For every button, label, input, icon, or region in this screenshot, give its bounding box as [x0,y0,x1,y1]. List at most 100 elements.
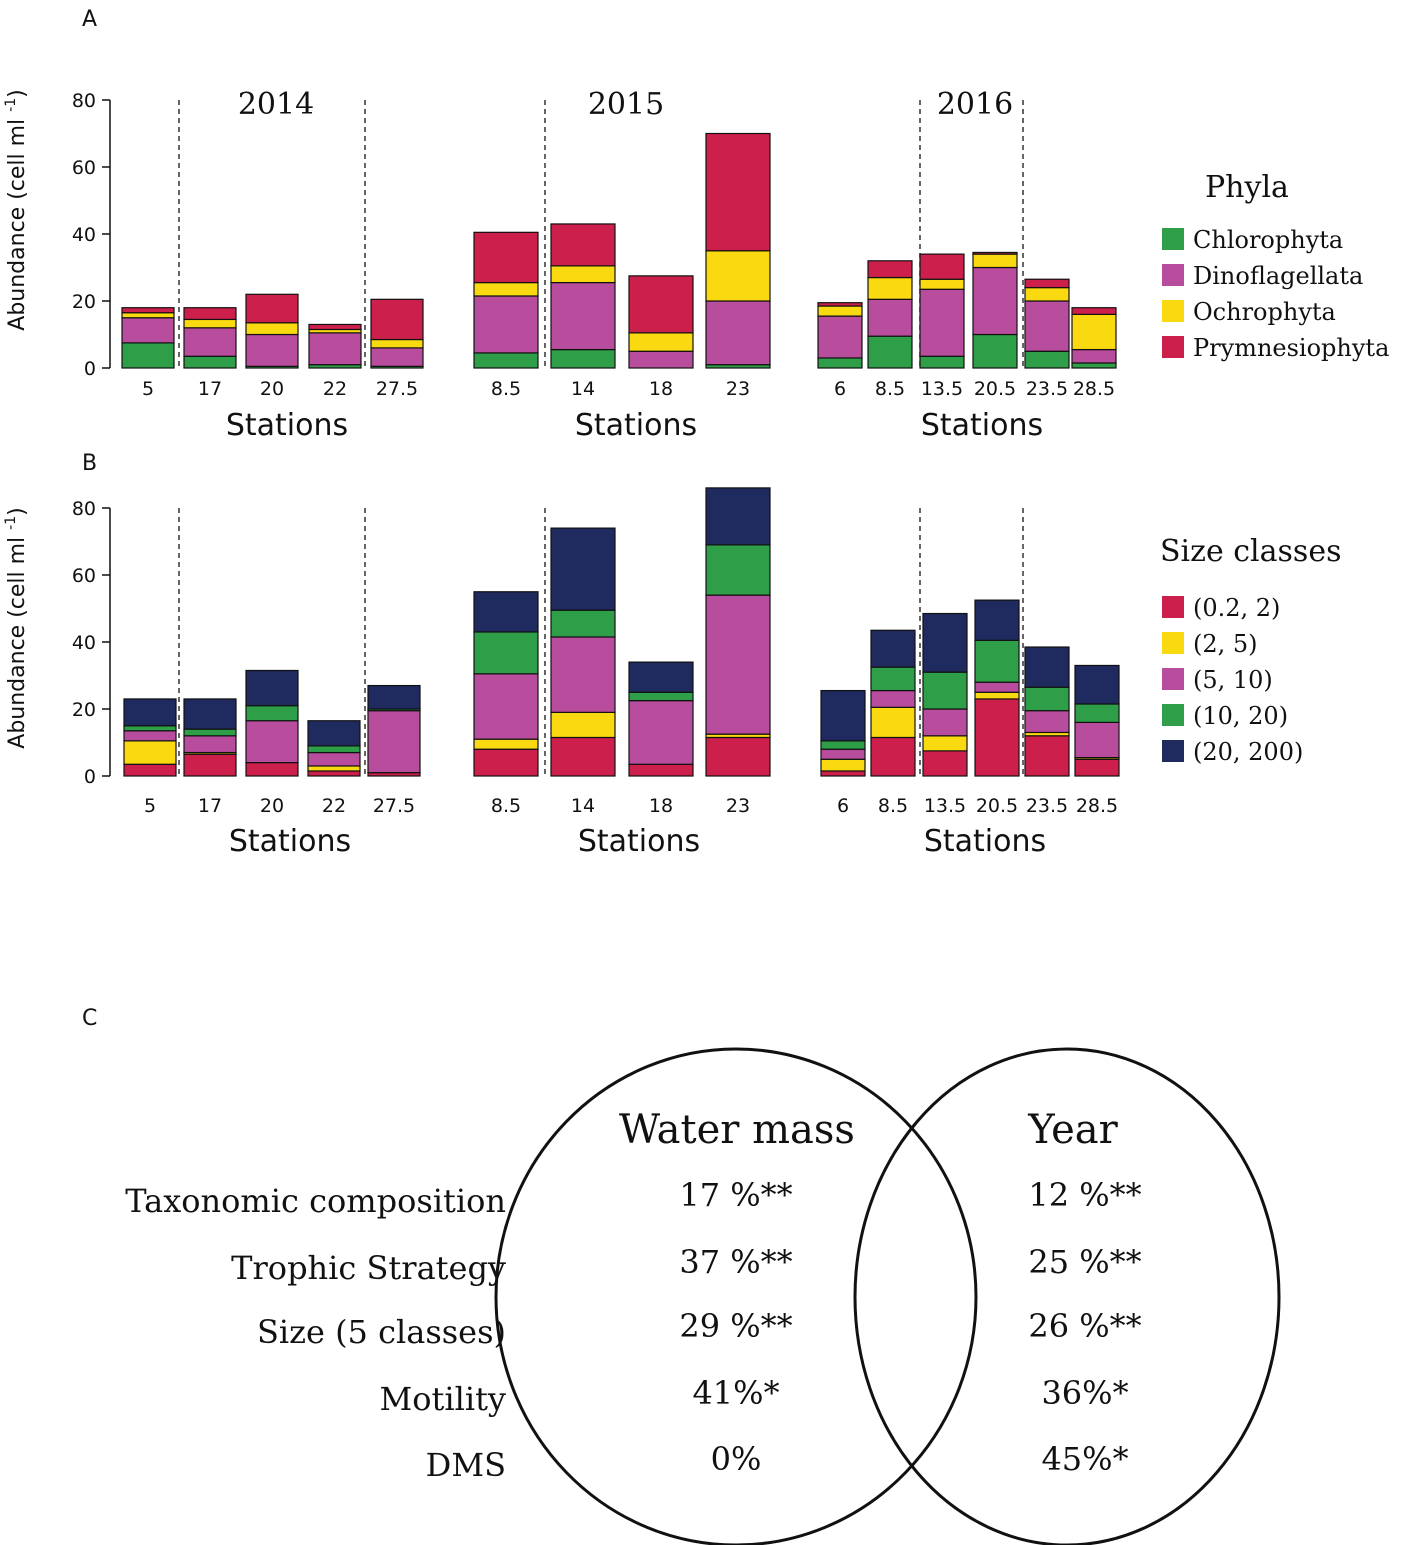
bar-segment-dinoflagellata [919,288,965,357]
bar-segment-s02-2 [1074,758,1120,777]
bar-segment-prymnesiophyta [550,223,616,267]
venn-row-label: Size (5 classes) [257,1313,506,1351]
year-label-2016: 2016 [937,87,1013,122]
venn-circle-year [853,1047,1281,1545]
bar-segment-dinoflagellata [1071,348,1117,364]
bar-segment-chlorophyta [1024,350,1070,369]
bar-segment-s2-5 [307,765,361,772]
bar-segment-s02-2 [123,763,177,777]
venn-value-year: 36%* [1041,1374,1128,1412]
bar-segment-dinoflagellata [183,327,237,357]
legend-size-classes: Size classes (0.2, 2) (2, 5) (5, 10) (10, 2… [1160,534,1341,766]
bar-segment-dinoflagellata [473,295,539,354]
bar-segment-s02-2 [974,698,1020,777]
bar-segment-s10-20 [307,745,361,754]
bar-segment-s2-5 [820,758,866,772]
x-tick-label: 13.5 [924,795,966,817]
legend-phyla-item-swatch [1162,264,1184,286]
venn-row-label: Motility [379,1380,506,1418]
y-tick-label: 60 [72,565,96,587]
bar-segment-s5-10 [123,730,177,742]
bar-segment-dinoflagellata [867,298,913,337]
bar-segment-s20-200 [1024,646,1070,688]
bar-segment-s02-2 [705,736,771,777]
y-tick-label: 80 [72,498,96,520]
bar-segment-s02-2 [1024,735,1070,777]
bar-segment-chlorophyta [1071,362,1117,369]
venn-value-year: 45%* [1041,1440,1128,1478]
bar-segment-ochrophyta [550,265,616,284]
year-label-2015: 2015 [588,87,664,122]
bar-segment-s20-200 [628,661,694,693]
bar-segment-chlorophyta [121,342,175,369]
bar-segment-s02-2 [245,761,299,777]
bar-segment-dinoflagellata [705,300,771,366]
venn-row-label: DMS [426,1446,506,1484]
x-tick-label: 28.5 [1076,795,1118,817]
bar-segment-chlorophyta [550,348,616,369]
bar-segment-s5-10 [367,710,421,774]
bar-segment-ochrophyta [867,276,913,300]
y-tick-label: 20 [72,291,96,313]
bar-segment-s10-20 [974,639,1020,683]
x-tick-label: 6 [834,378,846,400]
legend-phyla-item-swatch [1162,300,1184,322]
y-axis-title: Abundance (cell ml -1) [3,507,30,748]
x-axis-title: Stations [578,824,700,859]
venn-value-year: 12 %** [1028,1176,1141,1214]
bar-segment-s10-20 [183,728,237,737]
bar-segment-chlorophyta [919,355,965,369]
legend-title: Size classes [1160,534,1341,569]
x-axis-title: Stations [226,408,348,443]
bar-segment-chlorophyta [473,352,539,369]
x-tick-label: 14 [571,795,595,817]
legend-size-item-swatch [1162,596,1184,618]
venn-row-label: Trophic Strategy [231,1249,506,1287]
bar-segment-s10-20 [123,725,177,732]
x-tick-label: 20.5 [976,795,1018,817]
bar-segment-s02-2 [183,753,237,777]
legend-size-item-swatch [1162,632,1184,654]
bar-segment-s5-10 [705,594,771,735]
venn-value-year: 25 %** [1028,1243,1141,1281]
legend-phyla-item-label: Chlorophyta [1193,226,1343,254]
y-tick-label: 40 [72,224,96,246]
chart-phyla: 2014 2015 2016 Phyla ChlorophytaDinoflag… [3,87,1389,443]
bar-segment-chlorophyta [817,357,863,369]
bar-segment-prymnesiophyta [1024,278,1070,289]
x-axis-title: Stations [229,824,351,859]
bar-segment-ochrophyta [370,338,424,349]
x-tick-label: 8.5 [491,378,521,400]
bar-segment-s02-2 [870,736,916,777]
x-tick-label: 5 [144,795,156,817]
x-tick-label: 17 [198,378,222,400]
venn-circle-water-mass [494,1047,978,1545]
bar-segment-s20-200 [307,720,361,747]
bar-segment-s5-10 [870,689,916,708]
bar-segment-s2-5 [473,738,539,750]
bar-segment-prymnesiophyta [473,231,539,284]
x-tick-label: 8.5 [878,795,908,817]
x-tick-label: 18 [649,795,673,817]
bar-segment-dinoflagellata [628,350,694,369]
y-axis-title: Abundance (cell ml -1) [3,89,30,330]
bar-segment-s02-2 [550,736,616,777]
bar-segment-prymnesiophyta [1071,307,1117,316]
legend-phyla-item-swatch [1162,336,1184,358]
bar-segment-s5-10 [183,735,237,754]
x-axis-title: Stations [924,824,1046,859]
bar-segment-s20-200 [922,612,968,673]
venn-header-year: Year [1027,1107,1118,1153]
panel-label-b: B [82,451,97,476]
y-tick-label: 60 [72,157,96,179]
legend-size-item-swatch [1162,668,1184,690]
venn-value-water-mass: 17 %** [679,1176,792,1214]
x-axis-title: Stations [575,408,697,443]
venn-value-year: 26 %** [1028,1307,1141,1345]
bar-segment-s20-200 [367,684,421,710]
legend-phyla-item-swatch [1162,228,1184,250]
bar-segment-s5-10 [473,673,539,740]
x-tick-label: 17 [198,795,222,817]
y-tick-label: 20 [72,699,96,721]
